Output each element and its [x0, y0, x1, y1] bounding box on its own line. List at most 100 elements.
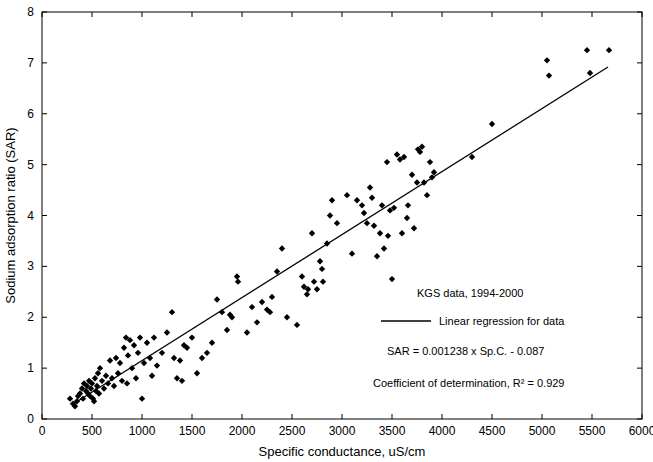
data-point: [320, 278, 326, 284]
y-tick: [42, 419, 47, 420]
data-point: [354, 197, 360, 203]
x-tick-label: 4000: [429, 424, 456, 438]
y-axis-title: Sodium adsorption ratio (SAR): [3, 127, 18, 303]
data-point: [394, 151, 400, 157]
data-point: [377, 230, 383, 236]
x-tick: [592, 414, 593, 419]
x-tick-label: 1000: [129, 424, 156, 438]
x-tick: [542, 12, 543, 17]
data-point: [359, 202, 365, 208]
data-point: [171, 355, 177, 361]
data-point: [371, 222, 377, 228]
data-point: [361, 210, 367, 216]
data-point: [349, 250, 355, 256]
data-point: [121, 345, 127, 351]
x-tick: [92, 414, 93, 419]
data-point: [67, 395, 73, 401]
plot-data: [67, 47, 612, 410]
data-point: [546, 72, 552, 78]
data-point: [154, 362, 160, 368]
annotation: Coefficient of determination, R² = 0.929: [373, 377, 565, 389]
data-point: [144, 339, 150, 345]
data-point: [411, 225, 417, 231]
y-tick: [42, 164, 47, 165]
data-point: [405, 202, 411, 208]
data-point: [209, 339, 215, 345]
plot-frame: [42, 12, 642, 419]
data-point: [267, 309, 273, 315]
x-tick-label: 2500: [279, 424, 306, 438]
x-tick-label: 3000: [329, 424, 356, 438]
x-tick: [192, 12, 193, 17]
y-tick: [637, 317, 642, 318]
data-point: [367, 184, 373, 190]
data-point: [374, 253, 380, 259]
y-tick: [637, 12, 642, 13]
y-tick: [42, 12, 47, 13]
x-tick: [142, 414, 143, 419]
data-point: [334, 220, 340, 226]
annotation: KGS data, 1994-2000: [417, 287, 523, 299]
data-point: [214, 296, 220, 302]
data-point: [389, 276, 395, 282]
x-tick-label: 3500: [379, 424, 406, 438]
y-tick-label: 5: [27, 158, 34, 172]
legend-swatch: [381, 320, 431, 322]
y-tick: [42, 215, 47, 216]
y-tick: [42, 62, 47, 63]
x-tick: [442, 12, 443, 17]
data-point: [159, 350, 165, 356]
x-tick: [242, 414, 243, 419]
data-point: [414, 179, 420, 185]
data-point: [427, 159, 433, 165]
x-tick: [42, 12, 43, 17]
data-point: [404, 215, 410, 221]
y-tick: [42, 368, 47, 369]
data-point: [587, 70, 593, 76]
x-tick-label: 4500: [479, 424, 506, 438]
data-point: [135, 350, 141, 356]
data-point: [304, 291, 310, 297]
data-point: [177, 357, 183, 363]
y-tick-label: 0: [27, 412, 34, 426]
data-point: [344, 192, 350, 198]
data-point: [384, 159, 390, 165]
data-point: [139, 395, 145, 401]
x-tick-label: 5500: [579, 424, 606, 438]
x-axis-title: Specific conductance, uS/cm: [259, 444, 426, 459]
x-tick: [642, 414, 643, 419]
background: [0, 0, 653, 462]
x-tick: [192, 414, 193, 419]
y-tick-label: 1: [27, 361, 34, 375]
data-point: [91, 398, 97, 404]
x-tick: [292, 414, 293, 419]
y-tick: [637, 62, 642, 63]
data-point: [391, 205, 397, 211]
y-tick: [637, 215, 642, 216]
data-point: [124, 380, 130, 386]
x-tick: [142, 12, 143, 17]
legend-label: Linear regression for data: [439, 315, 565, 327]
x-tick: [492, 12, 493, 17]
data-point: [419, 144, 425, 150]
data-point: [127, 337, 133, 343]
data-point: [113, 355, 119, 361]
annotation: SAR = 0.001238 x Sp.C. - 0.087: [387, 345, 544, 357]
y-tick: [637, 164, 642, 165]
y-tick: [637, 113, 642, 114]
x-tick: [492, 414, 493, 419]
x-tick-label: 1500: [179, 424, 206, 438]
y-tick-label: 4: [27, 209, 34, 223]
data-point: [199, 355, 205, 361]
data-point: [179, 378, 185, 384]
x-tick: [392, 414, 393, 419]
data-point: [401, 154, 407, 160]
x-tick: [292, 12, 293, 17]
data-point: [327, 212, 333, 218]
data-point: [131, 342, 137, 348]
y-tick-label: 7: [27, 56, 34, 70]
data-point: [204, 350, 210, 356]
data-point: [97, 365, 103, 371]
data-point: [317, 258, 323, 264]
data-point: [149, 373, 155, 379]
